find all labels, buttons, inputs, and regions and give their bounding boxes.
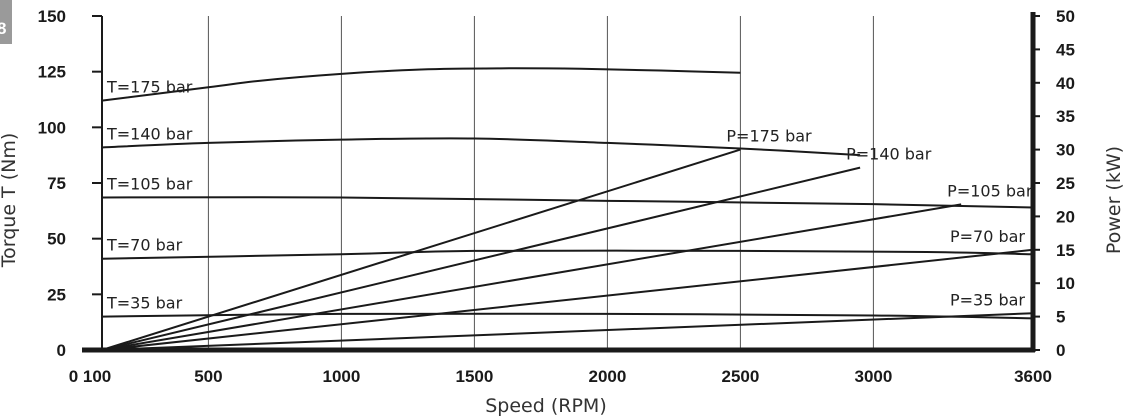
y2-tick-label: 0: [1056, 341, 1065, 360]
power-series-label: P=35 bar: [950, 290, 1025, 309]
power-curves: [101, 148, 1034, 351]
torque-curve: [101, 312, 1034, 320]
x-tick-label: 2000: [588, 367, 626, 386]
x-tick-label: 3000: [854, 367, 892, 386]
y-tick-label: 0: [57, 341, 66, 360]
y2-tick-label: 40: [1056, 74, 1075, 93]
y-tick-label: 25: [47, 285, 66, 304]
x-tick-label: 1000: [322, 367, 360, 386]
power-curve: [101, 148, 741, 351]
torque-series-label: T=105 bar: [106, 174, 193, 193]
y-axis-title: Torque T (Nm): [0, 133, 20, 269]
y2-tick-label: 5: [1056, 308, 1065, 327]
torque-curve: [101, 67, 741, 102]
torque-series-label: T=35 bar: [106, 294, 183, 313]
power-series-label: P=175 bar: [726, 127, 812, 146]
y2-tick-label: 25: [1056, 174, 1075, 193]
y-tick-label: 75: [47, 174, 66, 193]
y-tick-label: 150: [38, 7, 66, 26]
y2-tick-label: 45: [1056, 40, 1075, 59]
y2-tick-label: 30: [1056, 141, 1075, 160]
x-tick-label: 2500: [721, 367, 759, 386]
x-tick-label: 3600: [1014, 367, 1052, 386]
power-curve: [101, 203, 962, 351]
series-labels: T=175 bar T=140 bar T=105 bar T=70 bar T=35 …: [106, 78, 1033, 313]
y2-tick-label: 10: [1056, 274, 1075, 293]
y2-tick-label: 20: [1056, 207, 1075, 226]
torque-curve: [101, 249, 1034, 260]
torque-curve: [101, 196, 1034, 209]
torque-series-label: T=175 bar: [106, 78, 193, 97]
figure-number-text: 8: [0, 19, 6, 38]
power-curve: [101, 248, 1034, 351]
torque-curves: [101, 67, 1034, 320]
y2-axis-title: Power (kW): [1103, 146, 1125, 254]
x-tick-label: 1500: [455, 367, 493, 386]
y-tick-label: 100: [38, 118, 66, 137]
power-curve: [101, 166, 861, 351]
power-series-label: P=105 bar: [947, 181, 1033, 200]
x-axis-title: Speed (RPM): [485, 395, 606, 417]
power-curve: [101, 312, 1034, 351]
torque-series-label: T=70 bar: [106, 236, 183, 255]
torque-curve: [101, 137, 861, 157]
power-series-label: P=140 bar: [846, 145, 932, 164]
y2-tick-label: 50: [1056, 7, 1075, 26]
y-tick-label: 125: [38, 63, 66, 82]
figure-number-badge: [0, 0, 12, 44]
power-series-label: P=70 bar: [950, 227, 1025, 246]
y-tick-label: 50: [47, 230, 66, 249]
axes: [82, 12, 1040, 353]
x-tick-label: 500: [194, 367, 222, 386]
grid-lines: [207, 16, 874, 350]
y2-tick-label: 15: [1056, 241, 1075, 260]
torque-series-label: T=140 bar: [106, 124, 193, 143]
y2-tick-label: 35: [1056, 107, 1075, 126]
x-tick-label: 0 100: [69, 367, 112, 386]
